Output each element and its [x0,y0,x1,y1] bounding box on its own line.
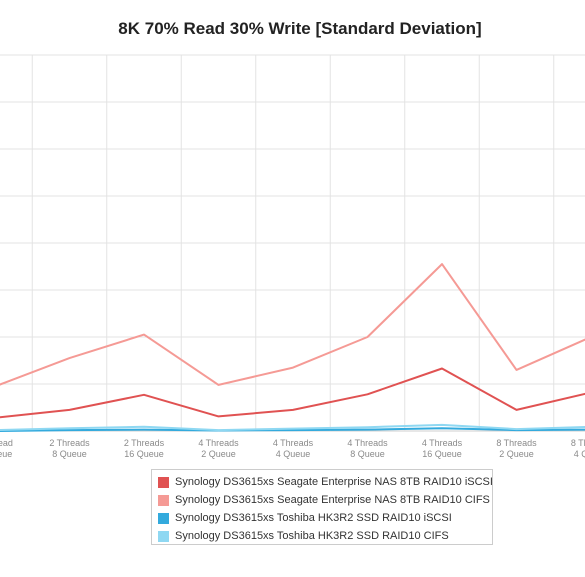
legend-item[interactable]: Synology DS3615xs Toshiba HK3R2 SSD RAID… [158,527,492,545]
x-tick-label: 2 Threads [124,438,165,448]
legend-label: Synology DS3615xs Toshiba HK3R2 SSD RAID… [175,530,449,542]
legend-item[interactable]: Synology DS3615xs Seagate Enterprise NAS… [158,491,492,509]
x-tick-label: 8 Threads [571,438,585,448]
x-tick-label: 4 Threads [198,438,239,448]
legend-swatch [158,530,169,542]
series-line [0,427,585,432]
x-tick-label: 2 Threads [49,438,90,448]
legend-label: Synology DS3615xs Toshiba HK3R2 SSD RAID… [175,512,452,524]
grid [0,54,585,432]
legend-item[interactable]: Synology DS3615xs Toshiba HK3R2 SSD RAID… [158,509,492,527]
series-line [0,367,585,419]
series-line [0,423,585,432]
series-line [0,263,585,386]
x-tick-label: 8 Queue [350,449,385,459]
x-tick-label: 4 Queue [0,449,12,459]
x-tick-label: 2 Queue [201,449,236,459]
x-tick-label: 8 Threads [496,438,537,448]
x-tick-label: 8 Queue [52,449,87,459]
x-tick-label: 1 Thread [0,438,13,448]
x-tick-label: 4 Queue [574,449,585,459]
legend-swatch [158,494,169,506]
legend-swatch [158,512,169,524]
x-tick-label: 4 Queue [276,449,311,459]
x-tick-label: 4 Threads [273,438,314,448]
x-tick-label: 16 Queue [422,449,462,459]
x-tick-label: 16 Queue [124,449,164,459]
legend-label: Synology DS3615xs Seagate Enterprise NAS… [175,494,490,506]
series-lines [0,263,585,432]
x-tick-label: 4 Threads [347,438,388,448]
legend: Synology DS3615xs Seagate Enterprise NAS… [151,469,493,545]
legend-item[interactable]: Synology DS3615xs Seagate Enterprise NAS… [158,473,493,491]
legend-swatch [158,476,169,488]
legend-label: Synology DS3615xs Seagate Enterprise NAS… [175,476,493,488]
x-tick-label: 4 Threads [422,438,463,448]
chart-title: 8K 70% Read 30% Write [Standard Deviatio… [118,19,482,38]
x-tick-label: 2 Queue [499,449,534,459]
